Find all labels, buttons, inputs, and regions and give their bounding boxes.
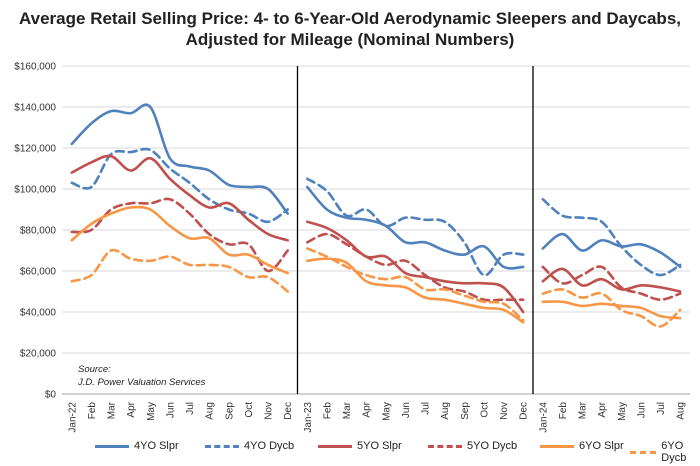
x-tick-label: Nov [264,402,275,420]
x-tick-label: Jun [636,402,647,418]
x-tick-label: Jul [185,402,196,415]
chart-title-line2: Adjusted for Mileage (Nominal Numbers) [185,30,515,49]
source-label: Source: [78,364,111,375]
series-line-4yo-slpr [306,185,525,270]
x-tick-label: May [381,402,392,421]
series-lines [70,103,682,328]
series-line-5yo-dycb [70,197,289,273]
series-line-5yo-dycb [306,232,525,302]
x-tick-label: Oct [244,402,255,418]
legend-item: 4YO Slpr [95,440,179,452]
x-tick-label: Jun [165,402,176,418]
x-tick-label: Sep [224,402,235,420]
series-line-6yo-dycb [541,288,682,328]
series-line-4yo-slpr [70,103,289,215]
legend-item: 5YO Slpr [318,440,402,452]
legend-item: 5YO Dycb [428,440,517,452]
y-tick-label: $0 [45,390,57,401]
legend-label: 5YO Dycb [467,440,518,452]
legend-swatch [428,444,462,448]
y-tick-label: $100,000 [14,185,56,196]
x-tick-label: Nov [499,402,510,420]
y-tick-label: $80,000 [20,226,57,237]
legend-swatch [630,450,657,454]
legend: 4YO Slpr 4YO Dycb 5YO Slpr 5YO Dycb 6YO Slpr… [0,440,700,464]
series-line-6yo-slpr [70,205,289,275]
y-tick-label: $40,000 [20,308,57,319]
line-chart: $0 $20,000 $40,000 $60,000 $80,000 $100,000 $1… [14,62,690,433]
x-tick-label: Apr [126,401,137,417]
x-tick-label: Feb [322,402,333,420]
legend-swatch [318,444,352,448]
legend-item: 4YO Dycb [205,440,294,452]
legend-label: 4YO Slpr [134,440,179,452]
x-axis: Jan-22 Feb Mar Apr May Jun Jul Aug Sep Oct Nov Dec J… [62,393,690,433]
legend-item: 6YO Slpr [540,440,624,452]
series-line-4yo-dycb [541,198,682,277]
x-tick-label: Mar [342,401,353,419]
x-tick-label: Aug [440,402,451,420]
legend-label: 5YO Slpr [357,440,402,452]
y-tick-label: $120,000 [14,144,56,155]
series-line-5yo-slpr [70,154,289,242]
x-tick-label: May [617,402,628,421]
x-tick-label: Apr [597,401,608,417]
series-line-6yo-dycb [70,248,289,293]
y-tick-label: $160,000 [14,62,56,73]
y-tick-label: $20,000 [20,349,57,360]
x-tick-label: Dec [519,402,530,420]
gridlines [62,65,690,395]
chart-title: Average Retail Selling Price: 4- to 6-Ye… [0,8,700,50]
x-tick-label: Aug [676,402,687,420]
x-tick-label: Jan-23 [303,402,314,433]
x-tick-label: Mar [578,401,589,419]
series-line-4yo-slpr [541,232,682,269]
series-line-5yo-slpr [306,220,525,314]
x-tick-label: Jul [656,402,667,415]
series-line-5yo-slpr [541,267,682,293]
x-tick-label: Mar [107,401,118,419]
x-tick-label: Oct [479,402,490,418]
x-tick-label: Aug [205,402,216,420]
x-tick-label: Jun [401,402,412,418]
legend-label: 4YO Dycb [244,440,295,452]
x-tick-label: Apr [362,401,373,417]
x-tick-label: Jul [421,402,432,415]
legend-swatch [205,444,239,448]
legend-swatch [95,444,129,448]
y-tick-label: $60,000 [20,267,57,278]
series-line-6yo-slpr [306,257,525,324]
y-axis: $0 $20,000 $40,000 $60,000 $80,000 $100,000 $1… [14,62,56,401]
series-line-4yo-dycb [306,177,525,277]
x-tick-label: Feb [558,402,569,420]
legend-label: 6YO Dycb [661,440,687,464]
x-tick-label: May [146,402,157,421]
x-tick-label: Jan-22 [67,402,78,433]
series-line-4yo-dycb [70,147,289,224]
source-text: J.D. Power Valuation Services [77,377,206,388]
series-line-6yo-dycb [306,247,525,322]
legend-swatch [540,444,574,448]
series-line-5yo-dycb [541,265,682,301]
x-tick-label: Sep [460,402,471,420]
year-dividers [296,66,534,394]
legend-label: 6YO Slpr [579,440,624,452]
legend-item: 6YO Dycb [630,440,700,464]
x-tick-label: Dec [283,402,294,420]
x-tick-label: Feb [87,402,98,420]
y-tick-label: $140,000 [14,103,56,114]
x-tick-label: Jan-24 [538,402,549,433]
chart-title-line1: Average Retail Selling Price: 4- to 6-Ye… [19,9,681,28]
series-line-6yo-slpr [541,300,682,320]
